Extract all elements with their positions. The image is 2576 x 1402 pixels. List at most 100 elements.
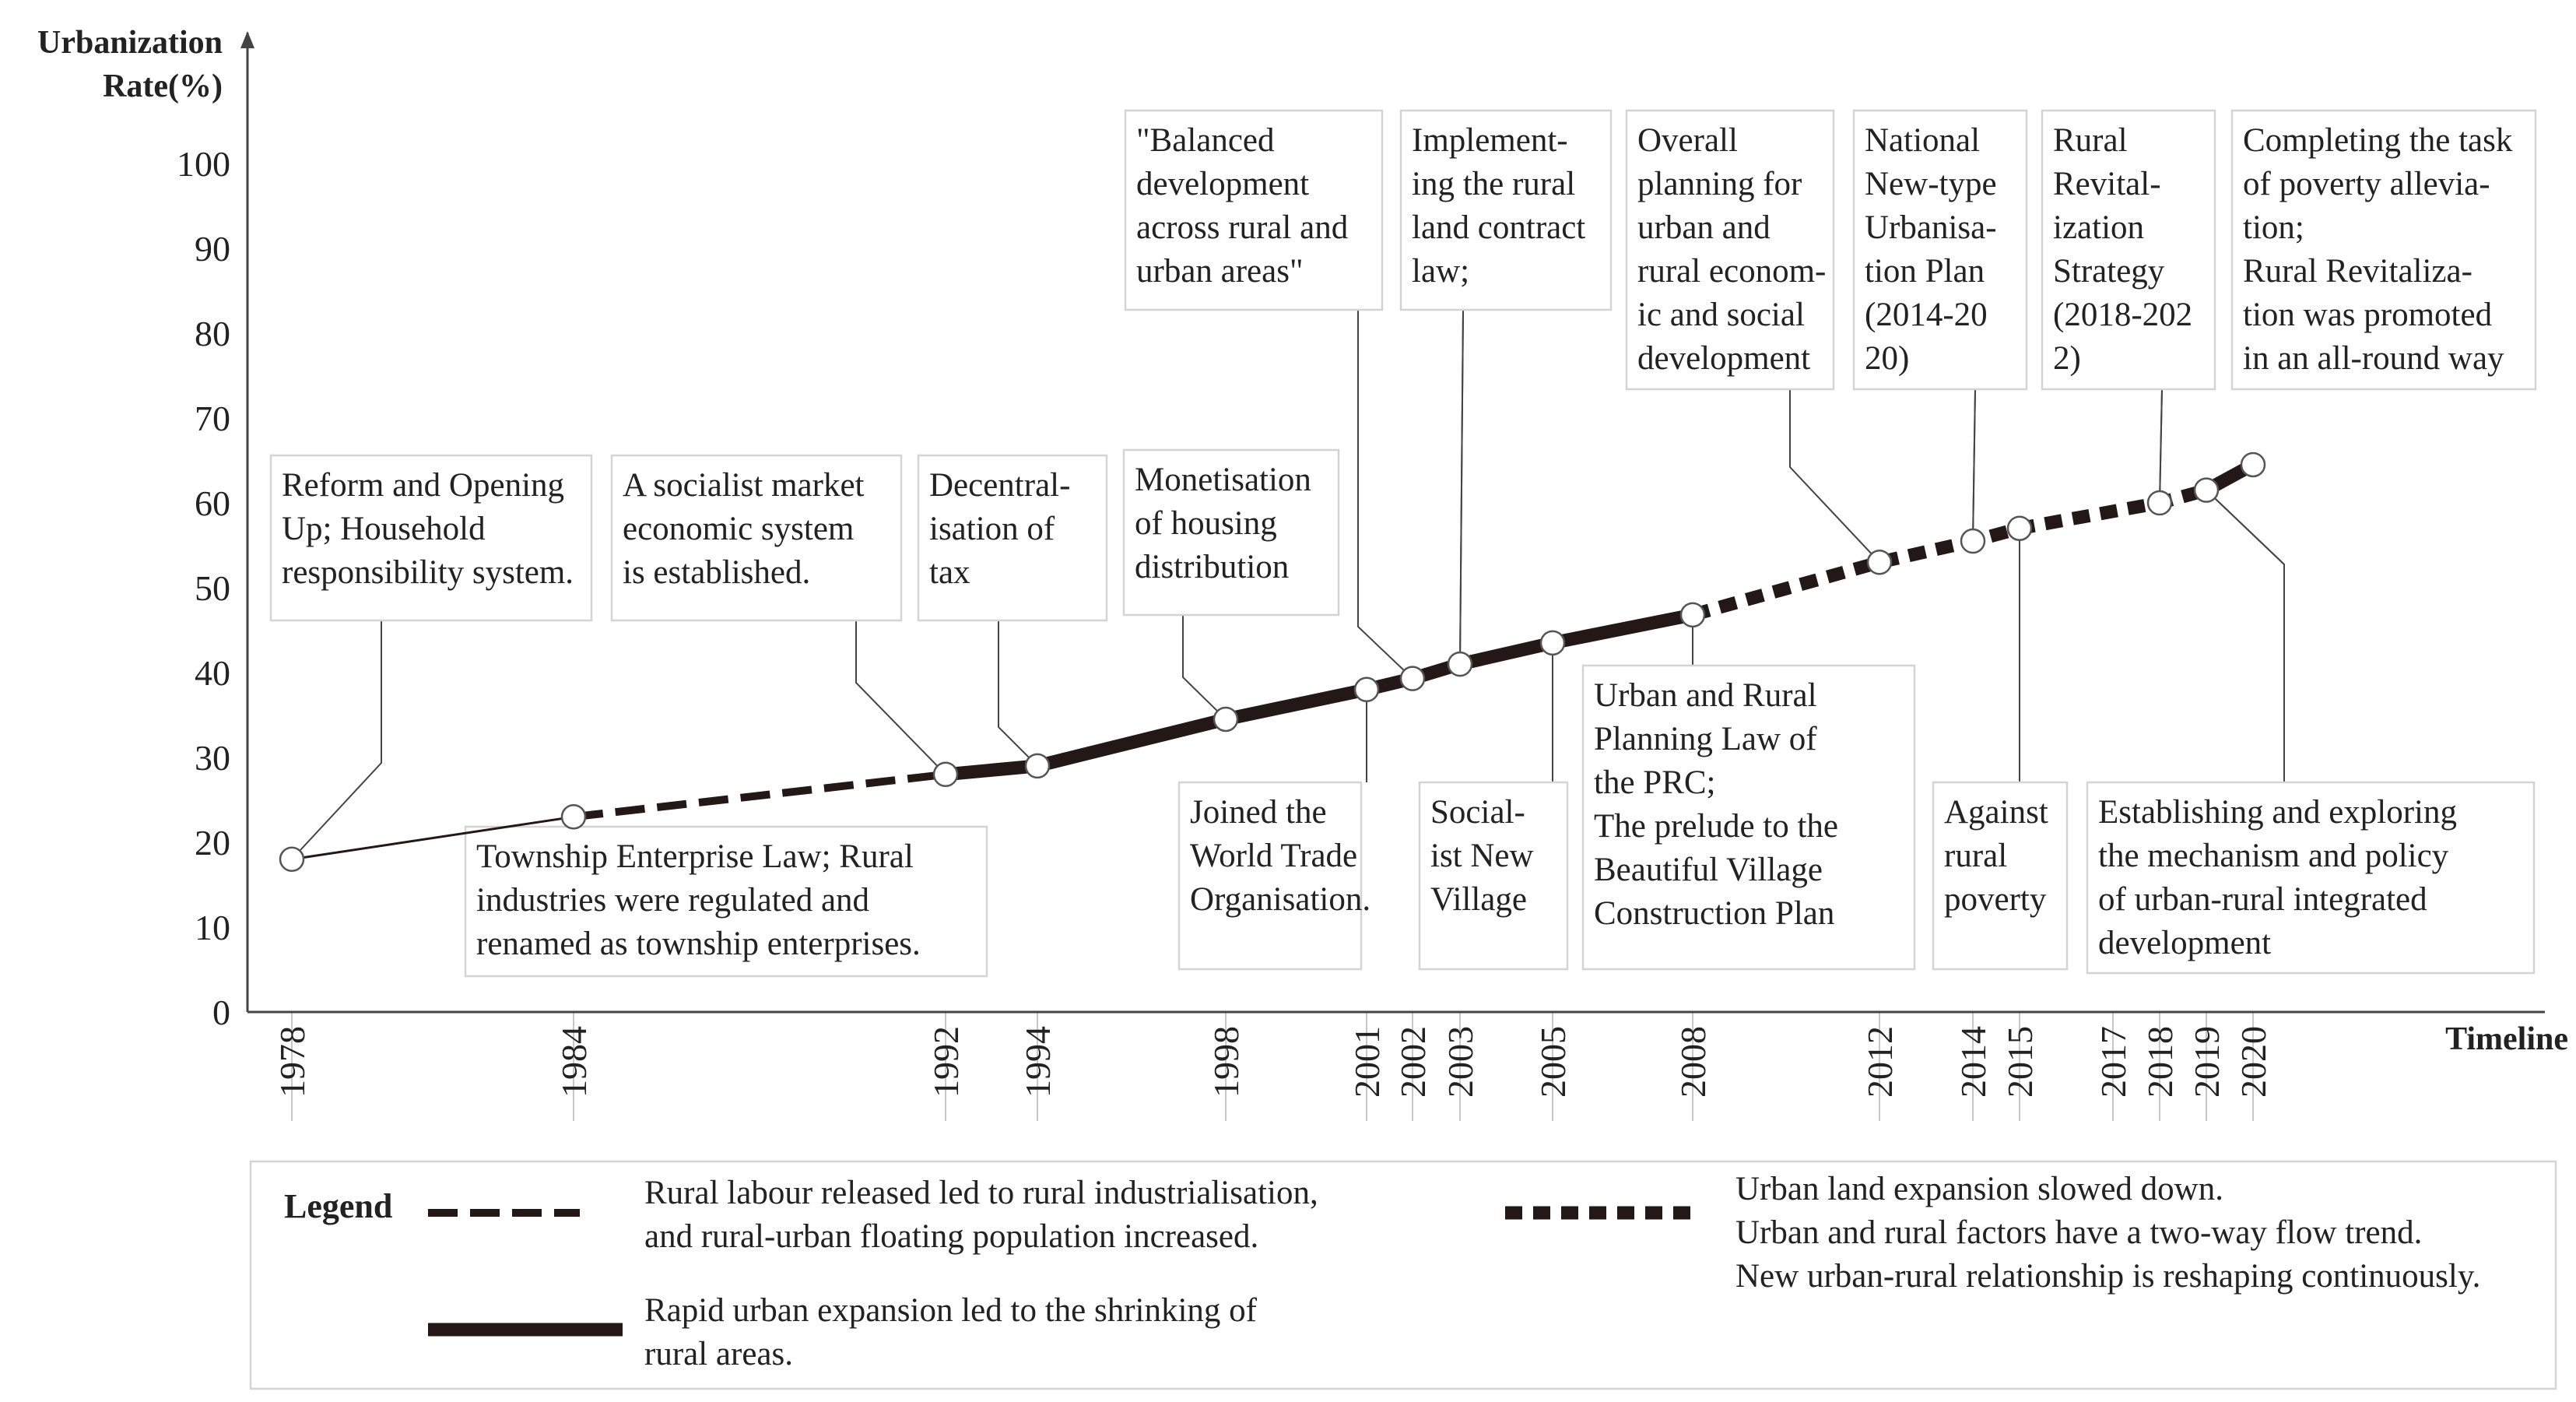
y-tick-label: 40 [195,653,230,693]
data-point [2146,490,2173,516]
annotation-text: of housing [1135,505,1277,542]
annotation-frame [610,454,903,622]
legend-entry-text: and rural-urban floating population incr… [644,1218,1258,1255]
annotation-text: industries were regulated and [476,882,869,919]
annotation-text: Decentral- [929,467,1070,504]
data-point [1399,666,1426,691]
annotation-text: isation of [929,511,1055,547]
x-tick-label: 2002 [1393,1026,1433,1098]
annotation-text: (2014-20 [1865,297,1988,333]
legend-entry-text: New urban-rural relationship is reshapin… [1735,1258,2480,1295]
annotation-box: Urban and Rural Planning Law of the PRC; Th… [1581,664,1916,971]
annotation-text: National [1865,122,1980,159]
annotation-text: economic system [623,511,854,547]
annotation-frame [1932,781,2069,971]
x-tick-label: 2005 [1533,1026,1573,1098]
data-point [2193,477,2220,503]
annotation-frame [464,825,988,978]
annotation-text: development [1136,166,1309,202]
annotation-box: Decentral-isation of tax [917,454,1108,622]
y-tick-label: 60 [195,483,230,523]
annotation-text: Organisation. [1190,881,1370,918]
x-tick-label: 2019 [2187,1026,2227,1098]
annotation-box: Rural Revital-ization Strategy (2018-202 2) [2041,109,2216,391]
leader-line [2206,489,2285,565]
annotation-text: Urbanisa- [1865,209,1997,246]
annotation-text: rural econom- [1637,253,1826,290]
annotation-box: National New-type Urbanisa-tion Plan (2014-… [1852,109,2028,391]
annotation-box: Joined the World Trade Organisation. [1177,781,1370,971]
x-tick-label: 2020 [2234,1026,2273,1098]
annotation-text: New-type [1865,166,1997,202]
annotation-text: Social- [1430,794,1525,831]
annotation-box: Completing the task of poverty allevia-ti… [2230,109,2537,391]
annotation-text: The prelude to the [1594,808,1838,845]
y-axis-arrow-icon [240,31,254,48]
annotation-text: responsibility system. [282,554,574,591]
annotation-text: Overall [1637,122,1738,159]
annotation-frame [1625,109,1835,391]
annotation-text: development [1637,340,1810,377]
x-tick-label: 1992 [926,1026,966,1098]
annotation-frame [1122,448,1340,617]
annotation-text: Village [1430,881,1527,918]
annotation-text: Completing the task [2243,122,2513,159]
data-point [1353,676,1380,703]
annotation-text: Planning Law of [1594,721,1817,757]
annotation-text: 20) [1865,340,1909,377]
annotation-text: (2018-202 [2053,297,2192,333]
x-tick-label: 2015 [2000,1026,2040,1098]
annotation-text: tion; [2243,209,2304,246]
annotation-text: A socialist market [623,467,865,504]
annotation-text: is established. [623,554,810,591]
y-tick-label: 100 [177,144,230,184]
leader-line [998,620,1038,767]
annotation-frame [1124,109,1384,311]
annotation-text: renamed as township enterprises. [476,926,921,962]
annotation-frame [1177,781,1363,971]
x-tick-label: 1994 [1018,1026,1058,1098]
leader-line [1789,389,1880,563]
y-axis-title: Urbanization [37,25,223,61]
legend-title: Legend [284,1187,392,1225]
legend: Legend Rural labour released led to rural… [249,1160,2557,1390]
annotation-text: the PRC; [1594,764,1716,801]
legend-frame [249,1160,2557,1390]
data-point [1866,550,1893,575]
data-point [1024,753,1051,779]
annotation-text: ing the rural [1412,166,1575,202]
trend-segment-dashed [573,770,946,821]
annotation-box: Reform and Opening Up; Household responsib… [269,454,593,622]
annotation-text: "Balanced [1136,122,1275,159]
annotation-frame [2041,109,2216,391]
annotation-frame [2230,109,2537,391]
x-tick-label: 1984 [554,1026,594,1098]
leader-line [1182,615,1227,720]
annotation-text: Rural [2053,122,2128,159]
annotation-box: A socialist market economic system is esta… [610,454,903,622]
annotation-text: urban areas" [1136,253,1304,290]
leader-line [855,620,946,775]
x-tick-label: 2003 [1441,1026,1480,1098]
annotation-text: urban and [1637,209,1771,246]
data-point [279,846,305,873]
annotation-text: Construction Plan [1594,895,1834,932]
trend-segment-dotted [1690,483,2209,622]
annotation-text: rural [1944,838,2007,874]
annotation-text: ist New [1430,838,1534,874]
annotation-text: land contract [1412,209,1585,246]
leader-line [2206,489,2285,782]
annotation-text: development [2098,925,2271,961]
y-tick-label: 0 [212,993,230,1032]
legend-entry-text: Rural labour released led to rural indus… [644,1175,1318,1211]
annotation-frame [1581,664,1916,971]
annotation-text: tax [929,554,970,591]
annotation-text: Reform and Opening [282,467,564,504]
data-point [932,761,959,788]
annotation-text: poverty [1944,881,2047,918]
annotation-frame [2086,781,2536,975]
y-tick-label: 80 [195,314,230,353]
x-tick-label: 1978 [272,1026,312,1098]
annotation-text: World Trade [1190,838,1357,874]
annotation-frame [1852,109,2028,391]
